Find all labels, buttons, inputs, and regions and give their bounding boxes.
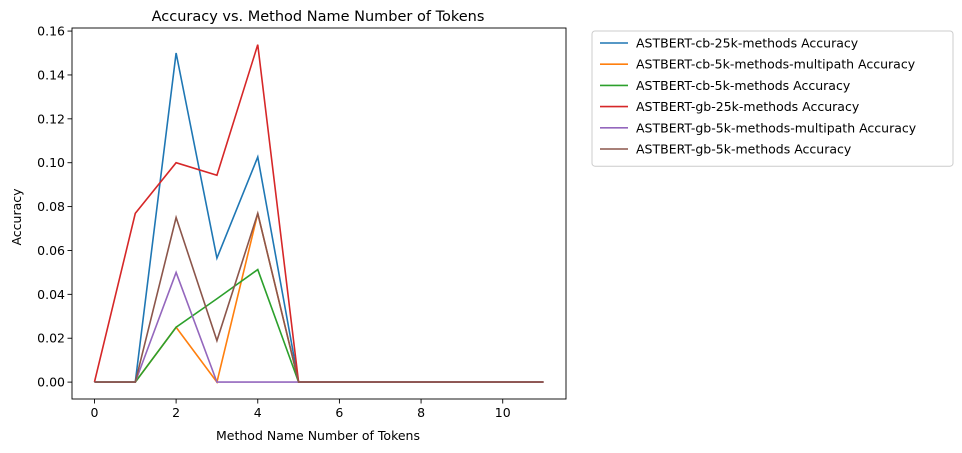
series-line-3 bbox=[94, 268, 544, 383]
x-tick-label: 0 bbox=[90, 405, 98, 420]
legend-label: ASTBERT-cb-25k-methods Accuracy bbox=[636, 36, 859, 51]
y-axis-label: Accuracy bbox=[9, 188, 24, 246]
y-tick-label: 0.10 bbox=[37, 155, 65, 170]
plot-area: 0 2 4 6 8 10 0.00 0.02 0.04 0.06 0.08 0.10 0.12 0.14 0… bbox=[37, 24, 567, 420]
x-tick-label: 4 bbox=[254, 405, 262, 420]
x-axis-label: Method Name Number of Tokens bbox=[216, 428, 420, 443]
x-tick-label: 8 bbox=[417, 405, 425, 420]
series-line-2 bbox=[94, 213, 544, 384]
chart-title: Accuracy vs. Method Name Number of Token… bbox=[152, 9, 485, 25]
legend-label: ASTBERT-gb-25k-methods Accuracy bbox=[636, 99, 860, 114]
series-line-4 bbox=[93, 44, 544, 383]
x-tick-label: 10 bbox=[495, 405, 511, 420]
y-tick-label: 0.12 bbox=[37, 111, 65, 126]
y-tick-label: 0.16 bbox=[37, 24, 65, 39]
y-tick-label: 0.04 bbox=[37, 287, 65, 302]
y-tick-label: 0.00 bbox=[37, 375, 65, 390]
legend-label: ASTBERT-gb-5k-methods-multipath Accuracy bbox=[636, 120, 917, 135]
y-tick-label: 0.14 bbox=[37, 67, 65, 82]
series-line-1 bbox=[94, 52, 544, 383]
x-tick-label: 6 bbox=[335, 405, 343, 420]
plot-frame bbox=[71, 27, 567, 400]
legend-label: ASTBERT-gb-5k-methods Accuracy bbox=[636, 142, 852, 157]
y-tick-label: 0.06 bbox=[37, 243, 65, 258]
x-tick-label: 2 bbox=[172, 405, 180, 420]
legend-label: ASTBERT-cb-5k-methods-multipath Accuracy bbox=[636, 57, 916, 72]
y-tick-label: 0.02 bbox=[37, 331, 65, 346]
legend: ASTBERT-cb-25k-methods Accuracy ASTBERT-c… bbox=[591, 30, 954, 167]
y-tick-label: 0.08 bbox=[37, 199, 65, 214]
series-line-5 bbox=[94, 270, 544, 383]
legend-box bbox=[591, 30, 954, 167]
series-line-6 bbox=[94, 210, 544, 383]
legend-label: ASTBERT-cb-5k-methods Accuracy bbox=[636, 78, 851, 93]
